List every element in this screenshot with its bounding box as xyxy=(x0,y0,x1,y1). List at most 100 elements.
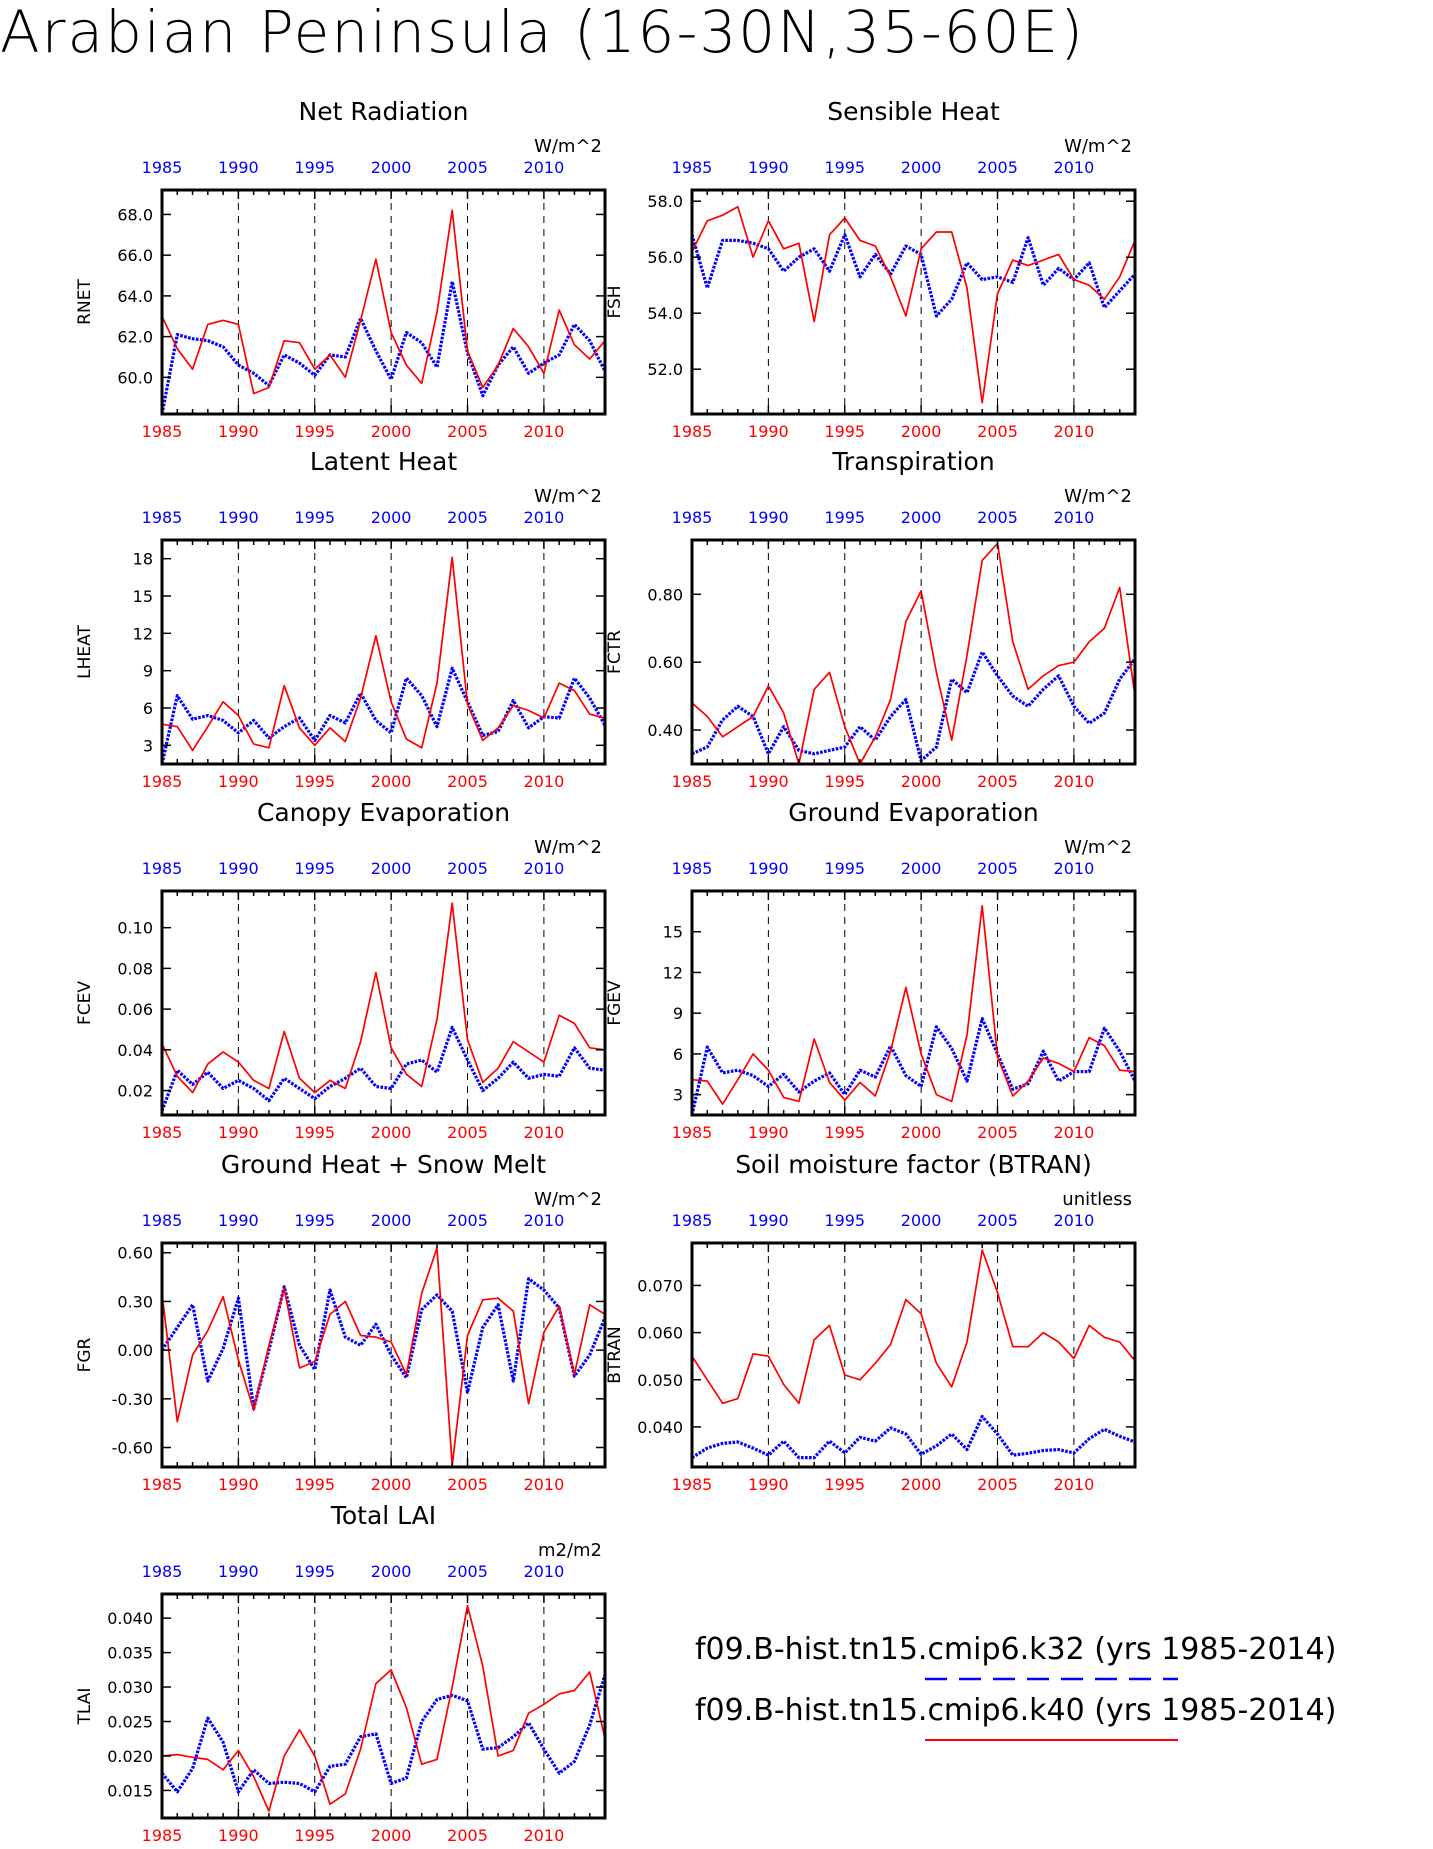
bottom-x-tick-label: 1985 xyxy=(142,1826,183,1845)
top-x-tick-label: 1985 xyxy=(142,1562,183,1581)
series-line-k40 xyxy=(162,556,605,752)
top-x-tick-label: 2005 xyxy=(977,859,1018,878)
panel-units: W/m^2 xyxy=(534,136,602,157)
series-line-k32 xyxy=(162,1025,605,1112)
y-tick-label: -0.60 xyxy=(112,1439,153,1458)
top-x-tick-label: 1995 xyxy=(294,158,335,177)
y-tick-label: 0.060 xyxy=(637,1324,683,1343)
y-axis-label: TLAI xyxy=(75,1688,95,1726)
y-tick-label: 0.020 xyxy=(107,1747,153,1766)
bottom-x-tick-label: 1985 xyxy=(142,772,183,791)
series-group xyxy=(162,556,605,764)
y-tick-label: 0.40 xyxy=(647,721,683,740)
bottom-x-tick-label: 2005 xyxy=(447,772,488,791)
legend-label-k32: f09.B-hist.tn15.cmip6.k32 (yrs 1985-2014… xyxy=(695,1632,1336,1667)
series-group xyxy=(692,905,1135,1115)
y-tick-label: 9 xyxy=(673,1004,683,1023)
panel-units: m2/m2 xyxy=(538,1540,602,1561)
y-tick-label: 0.60 xyxy=(117,1244,153,1263)
panel-rnet: Net Radiation W/m^2 1985 1985 1990 1990 1995 19… xyxy=(75,97,607,441)
series-group xyxy=(692,542,1135,764)
bottom-x-tick-label: 1990 xyxy=(748,1123,789,1142)
panel-title: Ground Evaporation xyxy=(788,798,1038,827)
top-x-tick-label: 1995 xyxy=(824,859,865,878)
series-line-k40 xyxy=(162,1604,605,1812)
y-axis-label: FGR xyxy=(75,1337,95,1372)
bottom-x-tick-label: 2005 xyxy=(977,772,1018,791)
bottom-x-tick-label: 1985 xyxy=(672,1123,713,1142)
y-tick-label: 3 xyxy=(143,736,153,755)
series-line-k40 xyxy=(692,1249,1135,1405)
y-tick-label: 0.030 xyxy=(107,1678,153,1697)
series-line-k32 xyxy=(162,280,605,414)
bottom-x-tick-label: 1995 xyxy=(824,772,865,791)
y-tick-label: 0.040 xyxy=(637,1418,683,1437)
panel-title: Latent Heat xyxy=(310,447,458,476)
top-x-tick-label: 2000 xyxy=(371,158,412,177)
bottom-x-tick-label: 2010 xyxy=(524,1123,565,1142)
top-x-tick-label: 1990 xyxy=(218,859,259,878)
y-tick-label: 0.035 xyxy=(107,1644,153,1663)
bottom-x-tick-label: 1985 xyxy=(672,1475,713,1494)
series-line-k40 xyxy=(692,905,1135,1105)
top-x-tick-label: 1990 xyxy=(218,158,259,177)
top-x-tick-label: 2010 xyxy=(1054,158,1095,177)
series-group xyxy=(162,902,605,1112)
bottom-x-tick-label: 1995 xyxy=(294,1123,335,1142)
figure-title: Arabian Peninsula (16-30N,35-60E) xyxy=(0,0,1085,66)
bottom-x-tick-label: 2000 xyxy=(901,422,942,441)
top-x-tick-label: 2010 xyxy=(1054,1211,1095,1230)
bottom-x-tick-label: 2010 xyxy=(1054,1475,1095,1494)
series-line-k40 xyxy=(162,1247,605,1467)
top-x-tick-label: 2005 xyxy=(977,158,1018,177)
y-tick-label: 62.0 xyxy=(117,328,153,347)
panel-units: W/m^2 xyxy=(1064,486,1132,507)
panel-title: Canopy Evaporation xyxy=(257,798,510,827)
bottom-x-tick-label: 2000 xyxy=(371,772,412,791)
series-line-k32 xyxy=(162,666,605,764)
top-x-tick-label: 1985 xyxy=(672,158,713,177)
bottom-x-tick-label: 1995 xyxy=(294,1475,335,1494)
bottom-x-tick-label: 1985 xyxy=(142,1475,183,1494)
top-x-tick-label: 2010 xyxy=(524,1562,565,1581)
y-tick-label: 0.040 xyxy=(107,1609,153,1628)
bottom-x-tick-label: 2010 xyxy=(1054,422,1095,441)
top-x-tick-label: 1990 xyxy=(748,859,789,878)
top-x-tick-label: 1990 xyxy=(748,1211,789,1230)
y-tick-label: 15 xyxy=(663,923,683,942)
bottom-x-tick-label: 1985 xyxy=(142,422,183,441)
top-x-tick-label: 2000 xyxy=(371,859,412,878)
y-tick-label: 0.10 xyxy=(117,919,153,938)
panel-units: unitless xyxy=(1062,1189,1132,1210)
panel-fctr: Transpiration W/m^2 1985 1985 1990 1990 1995 19… xyxy=(605,447,1137,791)
top-x-tick-label: 2000 xyxy=(901,859,942,878)
top-x-tick-label: 2000 xyxy=(371,1562,412,1581)
panel-title: Total LAI xyxy=(330,1501,436,1530)
series-group xyxy=(692,205,1135,404)
bottom-x-tick-label: 1995 xyxy=(824,1123,865,1142)
panel-units: W/m^2 xyxy=(534,1189,602,1210)
top-x-tick-label: 1985 xyxy=(142,158,183,177)
y-tick-label: 6 xyxy=(673,1045,683,1064)
series-group xyxy=(692,1249,1135,1460)
panels: Net Radiation W/m^2 1985 1985 1990 1990 1995 19… xyxy=(75,97,1137,1845)
top-x-tick-label: 2010 xyxy=(524,1211,565,1230)
top-x-tick-label: 2010 xyxy=(524,859,565,878)
panel-fgr: Ground Heat + Snow Melt W/m^2 1985 1985 1990… xyxy=(75,1150,607,1494)
plot-frame xyxy=(160,1241,607,1469)
y-tick-label: 56.0 xyxy=(647,248,683,267)
bottom-x-tick-label: 1985 xyxy=(672,772,713,791)
top-x-tick-label: 2000 xyxy=(371,508,412,527)
y-tick-label: 3 xyxy=(673,1086,683,1105)
bottom-x-tick-label: 1990 xyxy=(218,1475,259,1494)
bottom-x-tick-label: 2000 xyxy=(371,1123,412,1142)
series-line-k40 xyxy=(692,205,1135,404)
bottom-x-tick-label: 1990 xyxy=(748,422,789,441)
y-tick-label: 0.08 xyxy=(117,959,153,978)
panel-units: W/m^2 xyxy=(1064,837,1132,858)
y-tick-label: 58.0 xyxy=(647,192,683,211)
bottom-x-tick-label: 2005 xyxy=(977,1475,1018,1494)
panel-fsh: Sensible Heat W/m^2 1985 1985 1990 1990 1995 19… xyxy=(605,97,1137,441)
series-line-k32 xyxy=(692,1016,1135,1115)
bottom-x-tick-label: 2000 xyxy=(901,1475,942,1494)
